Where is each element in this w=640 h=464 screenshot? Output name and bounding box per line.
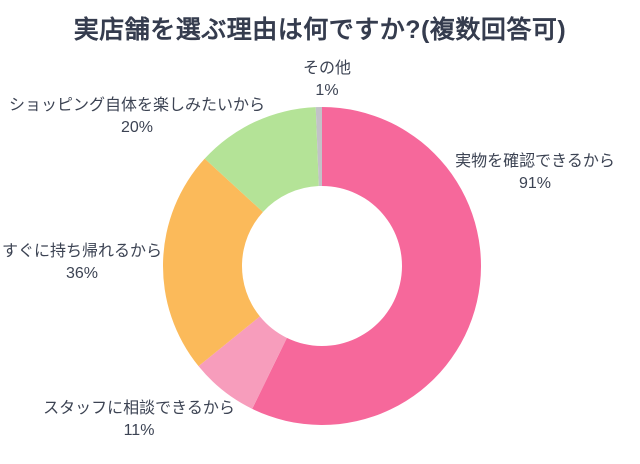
segment-label-check-actual-item: 実物を確認できるから 91% — [455, 151, 615, 195]
donut-segment-3 — [204, 107, 319, 212]
chart-title: 実店舗を選ぶ理由は何ですか?(複数回答可) — [73, 16, 567, 44]
segment-label-text: スタッフに相談できるから — [43, 400, 235, 417]
segment-percent-text: 36% — [65, 265, 99, 282]
donut-segment-1 — [198, 316, 287, 409]
segment-label-take-home-immediately: すぐに持ち帰れるから 36% — [2, 241, 162, 285]
segment-label-consult-staff: スタッフに相談できるから 11% — [43, 398, 235, 442]
donut-segment-2 — [162, 158, 263, 367]
segment-label-text: その他 — [302, 60, 352, 77]
segment-label-text: ショッピング自体を楽しみたいから — [8, 97, 266, 114]
segment-percent-text: 1% — [315, 82, 339, 99]
segment-percent-text: 20% — [120, 119, 154, 136]
donut-segment-0 — [252, 107, 481, 425]
segment-percent-text: 11% — [123, 422, 155, 439]
segment-label-text: すぐに持ち帰れるから — [1, 243, 163, 260]
segment-percent-text: 91% — [518, 175, 552, 192]
segment-label-enjoy-shopping: ショッピング自体を楽しみたいから 20% — [9, 95, 265, 139]
segment-label-other: その他 1% — [303, 58, 351, 102]
segment-label-text: 実物を確認できるから — [455, 153, 615, 170]
donut-segment-4 — [315, 106, 322, 187]
